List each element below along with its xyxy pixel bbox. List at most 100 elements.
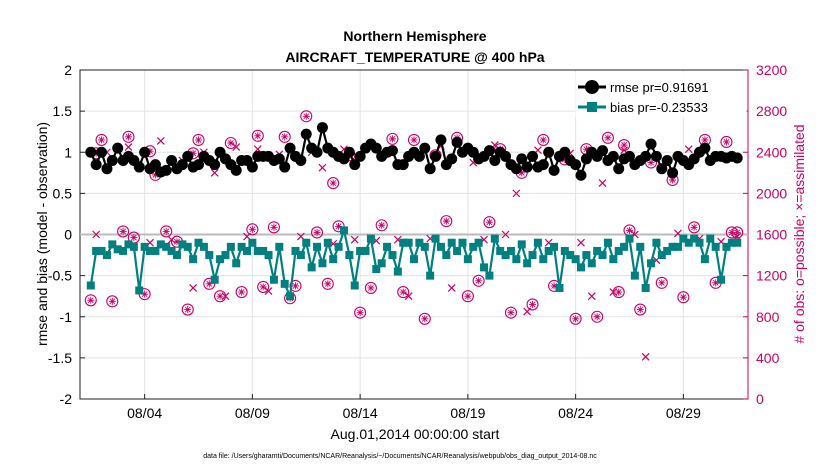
- obs-possible-marker: [375, 219, 388, 232]
- bias-point: [140, 242, 149, 251]
- obs-possible-star: [367, 284, 375, 292]
- obs-possible-star: [130, 234, 138, 242]
- bias-point: [350, 281, 359, 290]
- obs-possible-circle: [386, 132, 399, 145]
- bias-point: [727, 238, 736, 247]
- rmse-point: [575, 169, 587, 181]
- bias-point: [162, 242, 171, 251]
- bias-point: [302, 238, 311, 247]
- obs-possible-star: [324, 280, 332, 288]
- bias-point: [593, 246, 602, 255]
- y-tick-label-left: -1.5: [48, 350, 72, 366]
- bias-point: [690, 234, 699, 243]
- bias-point: [269, 275, 278, 284]
- obs-possible-star: [87, 296, 95, 304]
- obs-possible-marker: [537, 133, 550, 146]
- bias-point: [404, 238, 413, 247]
- obs-possible-star: [733, 228, 741, 236]
- obs-possible-star: [119, 227, 127, 235]
- bias-point: [102, 251, 111, 260]
- rmse-point: [311, 146, 323, 158]
- obs-possible-star: [625, 226, 633, 234]
- obs-possible-marker: [688, 221, 701, 234]
- obs-possible-star: [254, 132, 262, 140]
- bias-point: [156, 240, 165, 249]
- bias-point: [97, 246, 106, 255]
- bias-point: [172, 251, 181, 260]
- bias-point: [237, 242, 246, 251]
- rmse-point: [527, 150, 539, 162]
- obs-possible-star: [582, 145, 590, 153]
- obs-possible-circle: [122, 130, 135, 143]
- obs-assimilated-marker: [684, 145, 693, 154]
- obs-possible-marker: [440, 215, 453, 228]
- obs-possible-star: [529, 300, 537, 308]
- bias-point: [226, 242, 235, 251]
- obs-possible-circle: [354, 306, 367, 319]
- obs-assimilated-marker: [447, 284, 456, 292]
- y-tick-label-right: 0: [756, 391, 764, 407]
- bias-point: [151, 246, 160, 255]
- bias-point: [673, 242, 682, 251]
- bias-point: [216, 255, 225, 264]
- bias-point: [420, 242, 429, 251]
- rmse-point: [85, 146, 97, 158]
- bias-point: [356, 246, 365, 255]
- obs-possible-circle: [483, 216, 496, 229]
- bias-point: [248, 238, 257, 247]
- rmse-point: [510, 163, 522, 175]
- y-tick-label-right: 2800: [756, 103, 787, 119]
- obs-assimilated-marker: [404, 292, 413, 301]
- obs-possible-circle: [289, 279, 302, 292]
- y-tick-label-left: -0.5: [48, 268, 72, 284]
- y-tick-label-right: 1200: [756, 268, 787, 284]
- rmse-point: [500, 150, 512, 162]
- bias-point: [415, 238, 424, 247]
- obs-possible-star: [701, 136, 709, 144]
- obs-possible-star: [636, 306, 644, 314]
- obs-possible-star: [162, 227, 170, 235]
- rmse-point: [607, 150, 619, 162]
- obs-possible-circle: [332, 220, 345, 233]
- series: [84, 103, 744, 361]
- obs-assimilated-marker: [641, 352, 650, 361]
- bias-point: [119, 246, 128, 255]
- rmse-point: [483, 145, 495, 157]
- obs-possible-star: [329, 179, 337, 187]
- rmse-point: [613, 163, 625, 175]
- obs-possible-star: [475, 277, 483, 285]
- obs-possible-marker: [122, 130, 135, 143]
- legend-bias-marker: [587, 102, 597, 112]
- obs-possible-star: [464, 292, 472, 300]
- obs-possible-marker: [267, 221, 280, 234]
- obs-possible-marker: [720, 135, 733, 149]
- rmse-point: [597, 145, 609, 157]
- obs-possible-circle: [364, 281, 377, 295]
- bias-point: [630, 271, 639, 280]
- obs-possible-marker: [354, 306, 367, 319]
- bias-point: [388, 251, 397, 260]
- rmse-point: [209, 159, 221, 171]
- rmse-point: [160, 164, 172, 176]
- rmse-point: [343, 146, 355, 158]
- bias-point: [146, 246, 155, 255]
- bias-point: [539, 255, 548, 264]
- obs-possible-circle: [504, 306, 518, 319]
- obs-possible-circle: [407, 133, 421, 146]
- bias-point: [183, 242, 192, 251]
- obs-possible-marker: [117, 225, 130, 238]
- bias-point: [598, 251, 607, 260]
- bias-point: [129, 242, 138, 251]
- rmse-point: [246, 161, 258, 173]
- bias-point: [679, 234, 688, 243]
- obs-possible-star: [98, 136, 106, 144]
- obs-possible-star: [485, 218, 493, 226]
- y-axis-left-label: rmse and bias (model - observation): [34, 122, 50, 346]
- obs-possible-marker: [251, 129, 264, 142]
- bias-point: [620, 242, 629, 251]
- obs-possible-star: [669, 176, 677, 184]
- bias-point: [178, 240, 187, 249]
- bias-point: [560, 246, 569, 255]
- bias-point: [609, 255, 618, 264]
- bias-point: [641, 283, 650, 292]
